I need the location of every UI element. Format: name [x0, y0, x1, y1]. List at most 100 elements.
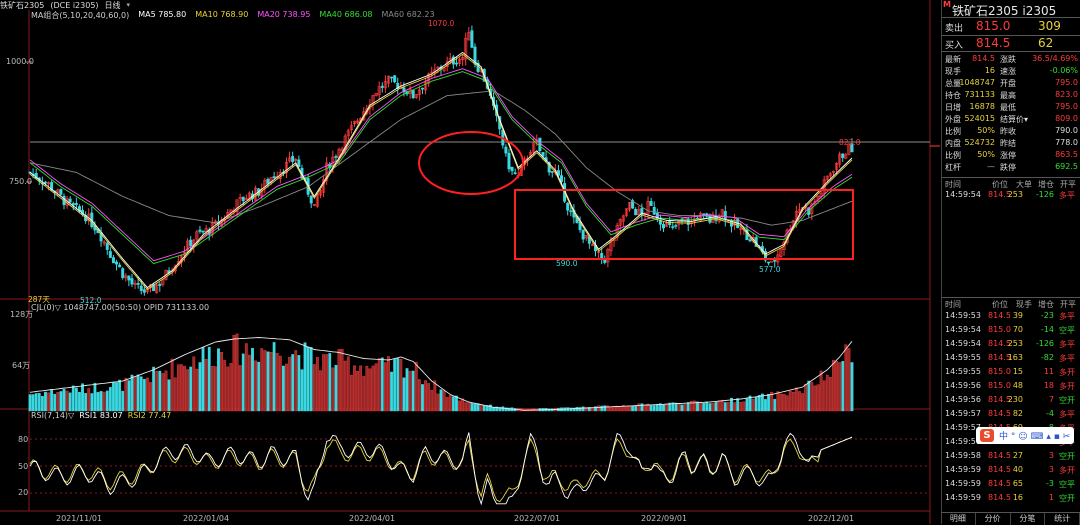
- annotation-rectangle: [514, 189, 854, 260]
- ask-row[interactable]: 卖出 815.0 309: [942, 19, 1080, 35]
- volume-bar: [850, 362, 854, 412]
- table-row[interactable]: 14:59:56 814.5 230 7 空开: [942, 395, 1080, 409]
- input-method-toolbar[interactable]: S 中 ° ☺ ⌨ ▴ ▪ ✂: [976, 427, 1074, 444]
- kline-chart-area[interactable]: 铁矿石2305 (DCE i2305) 日线 ▾ MA组合(5,10,20,40…: [0, 0, 940, 524]
- candle: [312, 204, 316, 206]
- table-row[interactable]: 14:59:54 814.5 253 -126 多平: [942, 339, 1080, 353]
- stat-label: 跌停: [1000, 163, 1016, 172]
- candle: [665, 222, 669, 227]
- x-axis-label: 2022/01/04: [183, 514, 230, 523]
- price-axis-label: 750.0: [9, 177, 32, 186]
- candle: [581, 229, 585, 240]
- trade-oi-change: -4: [1046, 409, 1054, 418]
- trade-volume: 16: [1012, 493, 1023, 502]
- trade-price: 815.0: [988, 325, 1011, 334]
- candle: [411, 90, 415, 99]
- volume-bar: [59, 391, 63, 412]
- chevron-down-icon[interactable]: ▾: [126, 1, 131, 9]
- trade-price: 815.0: [988, 381, 1011, 390]
- tab-statistics[interactable]: 统计: [1045, 513, 1080, 525]
- volume-bar: [260, 348, 264, 412]
- volume-bar: [149, 382, 152, 412]
- volume-bar: [628, 405, 631, 412]
- table-row[interactable]: 14:59:56 815.0 48 18 多开: [942, 381, 1080, 395]
- table-header-cell: 时间: [945, 180, 961, 189]
- table-row[interactable]: 14:59:55 815.0 15 11 多开: [942, 367, 1080, 381]
- table-header-cell: 开平: [1060, 300, 1076, 309]
- stat-value: 692.5: [1055, 162, 1078, 171]
- candle: [526, 158, 530, 161]
- trade-oi-change: 7: [1048, 395, 1054, 404]
- trade-time: 14:59:54: [945, 325, 981, 334]
- volume-bar: [464, 402, 468, 412]
- candle: [847, 143, 851, 155]
- trade-type: 多平: [1059, 312, 1075, 321]
- trade-volume: 82: [1012, 409, 1023, 418]
- quote-title[interactable]: 铁矿石2305 i2305: [952, 4, 1057, 18]
- volume-legend[interactable]: CJL(0)▽ 1048747.00(50:50) OPID 731133.00: [31, 303, 210, 312]
- volume-bar: [263, 350, 267, 412]
- volume-bar: [770, 392, 774, 412]
- table-row[interactable]: 14:59:54 815.0 70 -14 空平: [942, 325, 1080, 339]
- stat-value: —: [987, 162, 995, 171]
- candle: [470, 30, 474, 48]
- chart-canvas[interactable]: [0, 0, 940, 524]
- table-row[interactable]: 14:59:59 814.5 65 -3 空平: [942, 479, 1080, 493]
- volume-bar: [714, 401, 718, 412]
- volume-bar: [275, 353, 279, 412]
- volume-bar: [754, 396, 758, 412]
- ime-toolbar-icons[interactable]: 中 ° ☺ ⌨ ▴ ▪ ✂: [999, 432, 1071, 442]
- candle: [189, 239, 193, 247]
- bid-row[interactable]: 买入 814.5 62: [942, 36, 1080, 52]
- stat-label: 内盘: [945, 139, 961, 148]
- volume-bar: [180, 364, 183, 412]
- trade-time: 14:59:55: [945, 367, 981, 376]
- tab-price-split[interactable]: 分价: [976, 513, 1011, 525]
- candle: [841, 153, 845, 158]
- table-row[interactable]: 14:59:53 814.5 39 -23 多平: [942, 311, 1080, 325]
- volume-bar: [285, 363, 288, 412]
- volume-bar: [161, 373, 165, 412]
- tab-tick-split[interactable]: 分笔: [1011, 513, 1046, 525]
- chart-right-scrollbar[interactable]: [930, 0, 940, 524]
- volume-bar: [751, 398, 755, 412]
- candle: [349, 125, 353, 131]
- table-row[interactable]: 14:59:59 814.5 16 1 空开: [942, 493, 1080, 507]
- table-row[interactable]: 14:59:57 814.5 82 -4 多平: [942, 409, 1080, 423]
- candle: [386, 75, 390, 84]
- volume-bar: [782, 393, 786, 412]
- candle: [204, 228, 208, 232]
- quote-stat-row: 总量 1048747 开盘 795.0: [942, 78, 1080, 89]
- volume-axis-label: 64万: [12, 361, 31, 370]
- instrument-name[interactable]: 铁矿石2305: [0, 0, 45, 10]
- market-flag-icon: M: [943, 0, 951, 9]
- table-row[interactable]: 14:59:55 814.5 163 -82 多平: [942, 353, 1080, 367]
- volume-bar: [176, 364, 180, 412]
- candle: [380, 85, 384, 88]
- volume-bar: [801, 393, 804, 412]
- candle: [164, 269, 168, 280]
- ma-legend-item[interactable]: MA组合(5,10,20,40,60,0): [31, 11, 130, 20]
- stat-value: 778.0: [1055, 138, 1078, 147]
- volume-bar: [760, 393, 764, 412]
- candle: [828, 173, 832, 177]
- volume-bar: [702, 402, 706, 412]
- table-row[interactable]: 14:59:59 814.5 40 3 多开: [942, 465, 1080, 479]
- tab-detail[interactable]: 明细: [941, 513, 976, 525]
- trade-type: 空开: [1059, 452, 1075, 461]
- candle: [346, 130, 350, 137]
- stat-value: 809.0: [1055, 114, 1078, 123]
- candle: [600, 253, 604, 259]
- table-row[interactable]: 14:59:58 814.5 27 3 空开: [942, 451, 1080, 465]
- volume-bar: [476, 403, 480, 412]
- rsi-legend-item[interactable]: RSI(7,14)▽: [31, 411, 75, 420]
- candle: [628, 202, 632, 210]
- table-row[interactable]: 14:59:54 814.5 253 -126 多平: [942, 190, 1080, 204]
- candle: [374, 93, 378, 96]
- stat-value: 50%: [977, 150, 995, 159]
- volume-bar: [748, 395, 752, 412]
- candle: [779, 248, 783, 257]
- volume-bar: [68, 392, 72, 412]
- period-selector[interactable]: 日线: [104, 0, 121, 10]
- candle: [831, 171, 835, 173]
